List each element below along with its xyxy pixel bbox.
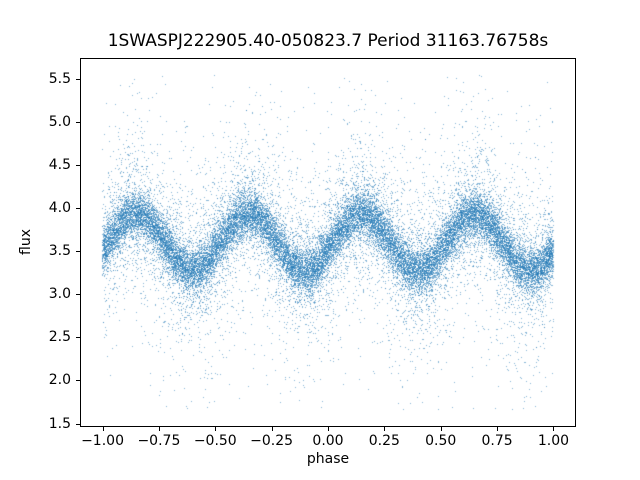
y-axis-label: flux — [18, 229, 34, 255]
x-tick-mark — [158, 427, 160, 431]
plot-frame — [80, 58, 576, 427]
y-tick-mark — [76, 379, 80, 381]
y-tick-label: 2.5 — [48, 329, 71, 346]
plot-title: 1SWASPJ222905.40-050823.7 Period 31163.7… — [107, 31, 549, 51]
x-tick-mark — [214, 427, 216, 431]
x-tick-label: 1.00 — [537, 433, 570, 449]
y-tick-label: 4.5 — [48, 156, 71, 173]
x-tick-label: 0.75 — [481, 433, 513, 449]
x-tick-mark — [496, 427, 498, 431]
x-tick-mark — [102, 427, 104, 431]
y-tick-mark — [76, 164, 80, 166]
y-tick-label: 1.5 — [48, 415, 71, 432]
y-tick-mark — [76, 336, 80, 338]
scatter-points-canvas — [80, 58, 576, 427]
x-tick-label: −0.50 — [193, 433, 237, 449]
y-tick-label: 3.5 — [48, 243, 71, 260]
y-tick-mark — [76, 121, 80, 123]
y-tick-label: 3.0 — [48, 286, 71, 303]
y-tick-label: 5.5 — [48, 70, 71, 87]
y-tick-label: 5.0 — [48, 113, 71, 130]
x-tick-mark — [327, 427, 329, 431]
y-tick-mark — [76, 293, 80, 295]
y-tick-mark — [76, 207, 80, 209]
y-tick-label: 4.0 — [48, 200, 71, 216]
x-axis-label: phase — [306, 451, 350, 467]
x-tick-mark — [552, 427, 554, 431]
y-tick-mark — [76, 423, 80, 425]
x-tick-mark — [440, 427, 442, 431]
x-tick-label: −0.25 — [250, 433, 294, 449]
x-tick-label: 0.50 — [425, 433, 457, 449]
x-tick-label: −0.75 — [137, 433, 181, 449]
x-tick-label: −1.00 — [81, 433, 124, 449]
y-tick-label: 2.0 — [48, 372, 71, 389]
x-tick-mark — [383, 427, 385, 431]
y-tick-mark — [76, 78, 80, 80]
x-tick-label: 0.25 — [368, 433, 400, 449]
x-tick-mark — [271, 427, 273, 431]
y-tick-mark — [76, 250, 80, 252]
x-tick-label: 0.00 — [312, 433, 344, 449]
